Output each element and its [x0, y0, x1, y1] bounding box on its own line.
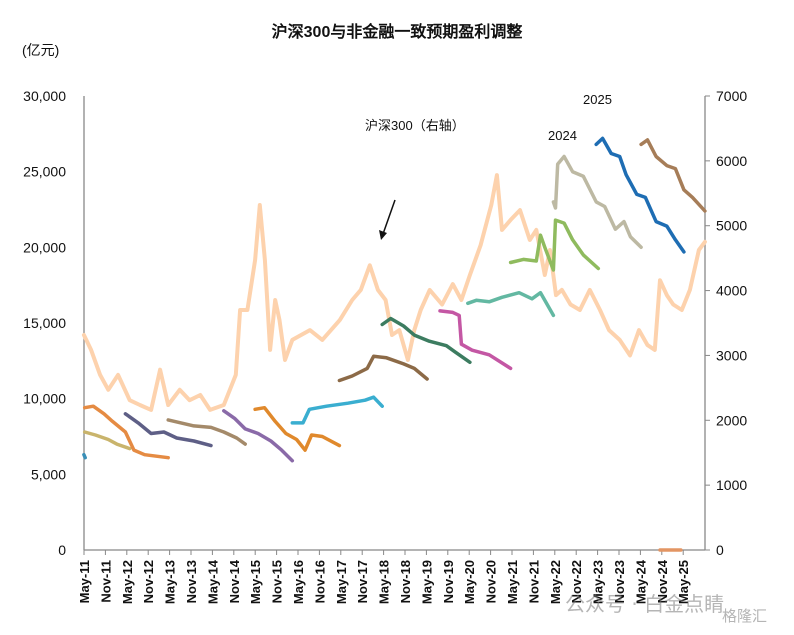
y-tick-label: 30,000 [23, 88, 66, 104]
annotation-csi300: 沪深300（右轴） [365, 118, 465, 133]
x-tick-label: May-20 [462, 560, 477, 604]
y2-tick-label: 2000 [716, 412, 747, 428]
x-tick-label: May-16 [291, 560, 306, 604]
x-tick-label: May-14 [205, 559, 220, 604]
watermark-brand: 格隆汇 [722, 607, 768, 625]
x-tick-label: Nov-23 [612, 560, 627, 603]
x-tick-label: May-19 [419, 560, 434, 604]
y-axis-label: (亿元) [22, 42, 59, 58]
y-tick-label: 0 [58, 542, 66, 558]
y2-tick-label: 4000 [716, 283, 747, 299]
x-tick-label: May-25 [676, 560, 691, 604]
annotation-2025: 2025 [583, 92, 612, 107]
series-line-csi300 [81, 173, 707, 412]
x-tick-label: Nov-13 [184, 560, 199, 603]
series-line-2012 [82, 430, 132, 451]
x-tick-label: Nov-20 [484, 560, 499, 603]
x-tick-label: Nov-24 [655, 559, 670, 603]
x-tick-label: May-12 [120, 560, 135, 604]
series-line-2014 [166, 418, 247, 446]
y-tick-label: 20,000 [23, 239, 66, 255]
y2-tick-label: 7000 [716, 88, 747, 104]
x-tick-label: Nov-11 [98, 560, 113, 603]
y2-tick-label: 5000 [716, 218, 747, 234]
series-line-2017 [290, 395, 384, 425]
x-tick-label: May-18 [377, 560, 392, 604]
x-tick-label: May-15 [248, 560, 263, 604]
series-line-2013 [123, 412, 213, 448]
x-tick-label: Nov-21 [526, 560, 541, 603]
series-line-2025 [639, 138, 707, 213]
series-line-2015 [222, 409, 295, 463]
annotation-arrow [379, 199, 396, 240]
series-line-2021 [466, 290, 556, 318]
x-tick-label: Nov-19 [441, 560, 456, 603]
x-tick-label: May-13 [163, 560, 178, 604]
x-tick-label: May-21 [505, 560, 520, 604]
series-line-2011 [82, 452, 87, 460]
y2-tick-label: 0 [716, 542, 724, 558]
y2-tick-label: 3000 [716, 347, 747, 363]
x-tick-label: Nov-18 [398, 560, 413, 603]
y-tick-label: 10,000 [23, 391, 66, 407]
series-line-2024 [594, 136, 686, 254]
x-tick-label: May-11 [77, 560, 92, 603]
x-tick-label: Nov-12 [141, 560, 156, 603]
y2-tick-label: 6000 [716, 153, 747, 169]
x-tick-label: Nov-14 [227, 559, 242, 603]
watermark-account: 公众号 · 白金点睛 [565, 592, 725, 616]
series-line-2012b [82, 404, 170, 460]
chart-title: 沪深300与非金融一致预期盈利调整 [272, 22, 523, 41]
series-line-2023 [551, 154, 643, 250]
annotation-2024: 2024 [548, 128, 577, 143]
x-tick-label: Nov-17 [355, 560, 370, 603]
x-tick-label: May-22 [548, 560, 563, 604]
series-line-2019 [380, 316, 472, 365]
y2-tick-label: 1000 [716, 477, 747, 493]
x-tick-label: May-23 [591, 560, 606, 604]
x-tick-label: Nov-15 [270, 560, 285, 603]
series-line-2022 [508, 218, 601, 272]
series-line-2016 [253, 405, 342, 452]
x-tick-label: May-17 [334, 560, 349, 604]
series-line-2020 [438, 309, 513, 371]
series-line-2018 [337, 354, 429, 383]
y-tick-label: 5,000 [31, 466, 66, 482]
x-tick-label: May-24 [633, 559, 648, 604]
x-tick-label: Nov-16 [312, 560, 327, 603]
y-tick-label: 25,000 [23, 164, 66, 180]
y-tick-label: 15,000 [23, 315, 66, 331]
x-tick-label: Nov-22 [569, 560, 584, 603]
